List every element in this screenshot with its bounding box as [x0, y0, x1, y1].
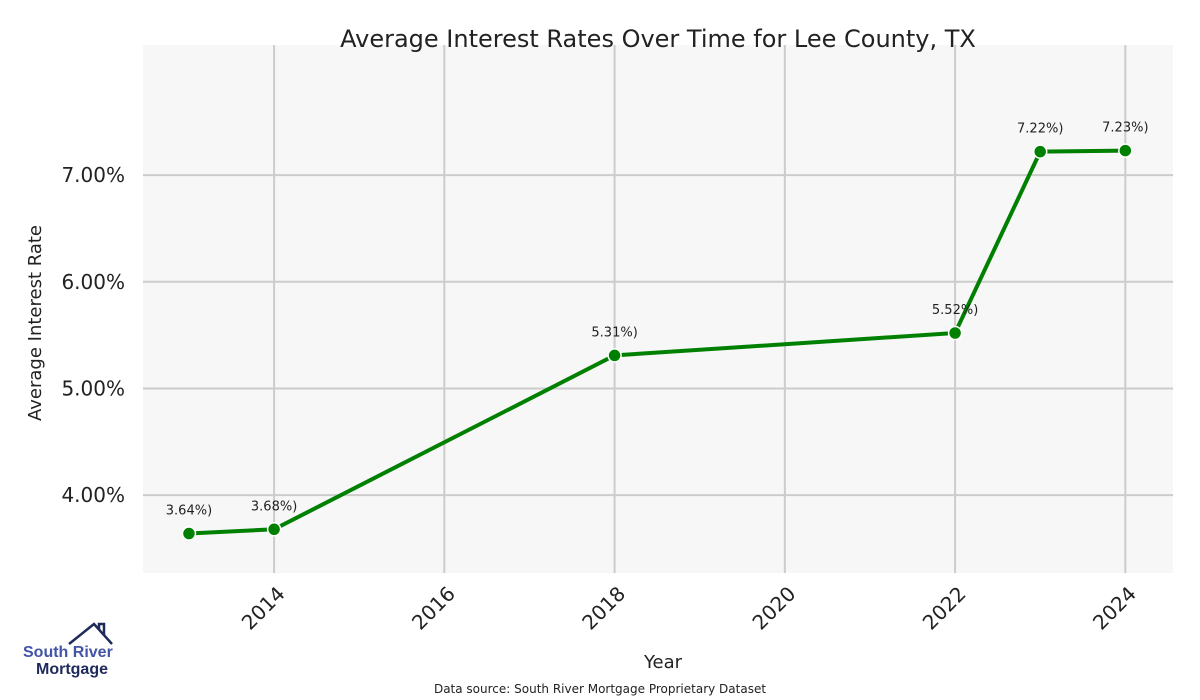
south-river-mortgage-logo: South River Mortgage: [22, 622, 117, 682]
chart-title: Average Interest Rates Over Time for Lee…: [340, 25, 976, 53]
data-label: 3.68%): [251, 499, 297, 514]
plot-area: [143, 45, 1173, 573]
y-tick-label: 4.00%: [61, 483, 125, 507]
data-label: 5.52%): [932, 303, 978, 318]
y-tick-label: 5.00%: [61, 376, 125, 400]
data-point: [266, 522, 282, 537]
x-tick-label: 2014: [237, 582, 290, 635]
data-point: [181, 526, 197, 541]
data-point: [947, 325, 963, 341]
data-source-note: Data source: South River Mortgage Propri…: [434, 682, 766, 696]
data-label: 7.22%): [1017, 122, 1063, 137]
data-label: 5.31%): [591, 325, 637, 340]
data-label: 3.64%): [166, 504, 212, 519]
x-tick-label: 2018: [577, 582, 630, 635]
data-point: [1118, 143, 1133, 158]
data-point: [1032, 144, 1048, 159]
data-point: [607, 348, 622, 363]
y-tick-label: 6.00%: [61, 270, 125, 294]
logo-text-line1: South River: [23, 644, 113, 661]
x-tick-label: 2016: [407, 582, 460, 635]
series-line: [188, 148, 1126, 536]
y-axis-label: Average Interest Rate: [25, 225, 46, 421]
x-axis-label: Year: [643, 652, 683, 673]
house-roof-icon: [68, 622, 113, 645]
x-tick-label: 2022: [918, 582, 971, 635]
data-label: 7.23%): [1102, 121, 1148, 136]
x-tick-label: 2024: [1088, 582, 1141, 635]
y-tick-label: 7.00%: [61, 163, 125, 187]
x-tick-label: 2020: [747, 582, 800, 635]
logo-text-line2: Mortgage: [36, 661, 108, 678]
